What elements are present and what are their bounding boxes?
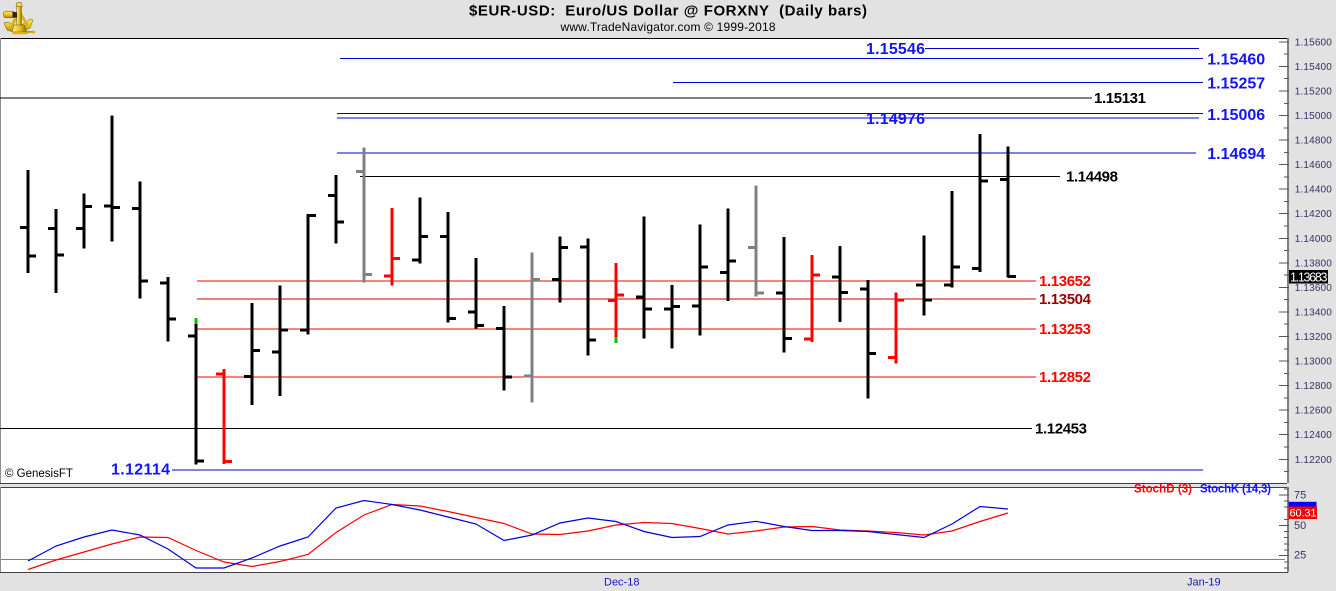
svg-text:1.15460: 1.15460 [1207,51,1265,68]
svg-text:$EUR-USD: Euro/US Dollar @ FO: $EUR-USD: Euro/US Dollar @ FORXNY (Daily… [469,2,867,19]
svg-text:StochK (14,3): StochK (14,3) [1200,484,1271,496]
svg-text:1.14976: 1.14976 [866,111,925,128]
svg-text:1.15200: 1.15200 [1295,87,1332,98]
svg-text:1.13000: 1.13000 [1295,357,1332,368]
svg-text:1.13504: 1.13504 [1039,291,1092,308]
svg-text:1.14694: 1.14694 [1207,146,1265,163]
svg-text:StochD (3): StochD (3) [1134,484,1192,496]
svg-text:1.15546: 1.15546 [866,41,925,58]
svg-text:1.12600: 1.12600 [1295,406,1332,417]
svg-text:1.15257: 1.15257 [1207,76,1265,93]
svg-text:1.12800: 1.12800 [1295,381,1332,392]
svg-text:1.13800: 1.13800 [1295,258,1332,269]
svg-text:www.TradeNavigator.com © 1999-: www.TradeNavigator.com © 1999-2018 [560,20,776,34]
svg-text:50: 50 [1294,520,1306,532]
svg-text:1.13600: 1.13600 [1295,283,1332,294]
svg-text:1.12453: 1.12453 [1035,421,1087,438]
svg-text:1.14200: 1.14200 [1295,209,1332,220]
svg-text:1.15600: 1.15600 [1295,37,1332,48]
svg-text:75: 75 [1294,490,1306,502]
svg-text:1.13200: 1.13200 [1295,332,1332,343]
svg-text:1.13400: 1.13400 [1295,307,1332,318]
svg-text:1.13683: 1.13683 [1290,271,1328,285]
svg-text:1.14600: 1.14600 [1295,160,1332,171]
svg-text:Dec-18: Dec-18 [604,577,639,589]
svg-text:1.15400: 1.15400 [1295,62,1332,73]
svg-text:1.13652: 1.13652 [1039,273,1091,290]
svg-text:25: 25 [1294,549,1306,561]
svg-text:1.12852: 1.12852 [1039,369,1091,386]
svg-text:1.13253: 1.13253 [1039,321,1091,338]
svg-text:Jan-19: Jan-19 [1187,577,1221,589]
svg-text:60.31: 60.31 [1290,507,1317,519]
svg-text:1.12114: 1.12114 [111,462,170,479]
svg-text:1.15000: 1.15000 [1295,111,1332,122]
svg-text:1.14498: 1.14498 [1066,169,1118,186]
svg-text:© GenesisFT: © GenesisFT [5,468,73,480]
svg-text:1.12200: 1.12200 [1295,455,1332,466]
svg-text:1.15006: 1.15006 [1207,107,1265,124]
svg-text:1.14800: 1.14800 [1295,136,1332,147]
svg-text:1.12400: 1.12400 [1295,430,1332,441]
svg-text:1.15131: 1.15131 [1094,90,1146,107]
svg-text:1.14000: 1.14000 [1295,234,1332,245]
svg-text:1.14400: 1.14400 [1295,185,1332,196]
